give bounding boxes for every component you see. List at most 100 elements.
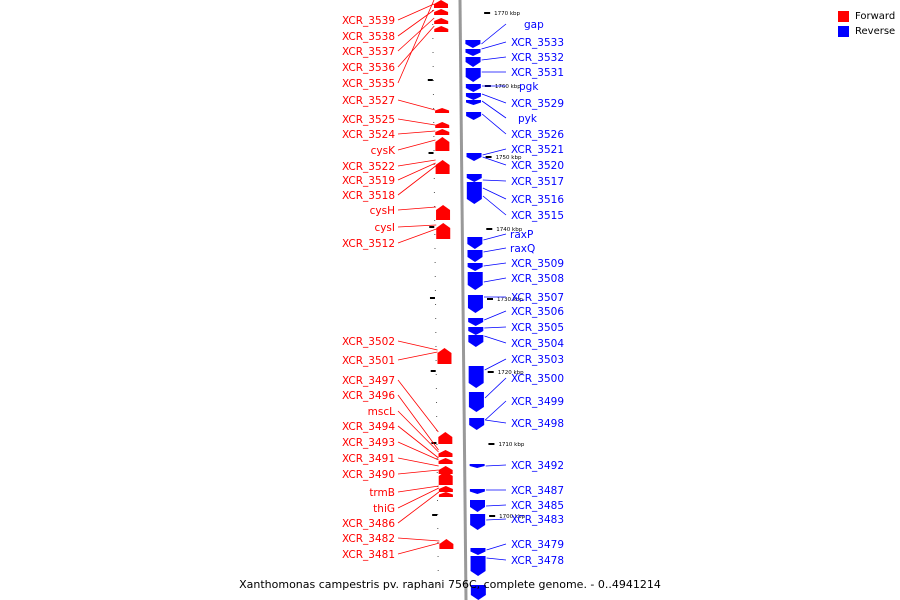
- reverse-leader-line: [485, 419, 507, 424]
- minor-tick: [437, 584, 439, 585]
- figure-caption: Xanthomonas campestris pv. raphani 756C,…: [239, 578, 661, 591]
- minor-tick: [432, 24, 434, 25]
- forward-gene-label: cysI: [374, 222, 395, 234]
- forward-gene-label: XCR_3493: [342, 437, 395, 449]
- forward-leader-line: [397, 425, 439, 459]
- reverse-leader-line: [484, 310, 507, 321]
- reverse-gene-arrow: [466, 174, 482, 182]
- reverse-leader-line: [486, 518, 507, 521]
- minor-tick: [433, 136, 435, 137]
- forward-gene-label: XCR_3491: [342, 453, 395, 465]
- reverse-gene-arrow: [465, 57, 481, 67]
- reverse-gene-arrow: [470, 514, 486, 530]
- scale-tick-label: 1700 kbp: [499, 514, 525, 520]
- reverse-gene-arrow: [470, 556, 486, 576]
- forward-leader-line: [397, 3, 435, 21]
- reverse-leader-line: [482, 195, 507, 216]
- reverse-gene-arrow: [465, 40, 481, 48]
- minor-tick: [434, 234, 436, 235]
- forward-leader-line: [397, 228, 437, 244]
- forward-leader-line: [397, 457, 439, 467]
- reverse-gene-label: XCR_3529: [511, 98, 564, 110]
- reverse-gene-label: XCR_3533: [511, 37, 564, 49]
- minor-tick: [432, 52, 434, 53]
- minor-tick: [436, 458, 438, 459]
- minor-tick: [434, 220, 436, 221]
- reverse-gene-label: XCR_3478: [511, 555, 564, 567]
- reverse-gene-arrow: [467, 250, 483, 262]
- forward-leader-line: [397, 394, 439, 451]
- forward-leader-line: [397, 165, 436, 196]
- reverse-leader-line: [484, 377, 507, 399]
- forward-gene-arrow: [439, 539, 454, 549]
- reverse-gene-label: XCR_3506: [511, 306, 564, 318]
- reverse-swatch: [838, 26, 849, 37]
- reverse-gene-arrow: [467, 272, 483, 290]
- reverse-gene-label: XCR_3516: [511, 194, 564, 206]
- reverse-leader-line: [485, 464, 507, 467]
- reverse-gene-label: pgk: [519, 81, 539, 93]
- forward-leader-line: [397, 441, 439, 461]
- reverse-leader-line: [482, 156, 507, 166]
- reverse-leader-line: [483, 277, 507, 283]
- forward-gene-arrow: [435, 108, 450, 113]
- reverse-gene-arrow: [467, 295, 483, 313]
- minor-tick: [435, 318, 437, 319]
- minor-tick: [432, 80, 434, 81]
- minor-tick: [433, 108, 435, 109]
- minor-tick: [436, 416, 438, 417]
- reverse-gene-arrow: [469, 418, 485, 430]
- reverse-gene-arrow: [469, 489, 485, 494]
- forward-gene-arrow: [435, 137, 450, 151]
- reverse-gene-label: XCR_3531: [511, 67, 564, 79]
- forward-gene-label: mscL: [368, 406, 395, 418]
- reverse-gene-arrow: [468, 327, 484, 335]
- reverse-gene-label: XCR_3499: [511, 396, 564, 408]
- legend-reverse-label: Reverse: [855, 26, 896, 37]
- scale-tick-label: 1770 kbp: [494, 11, 520, 17]
- reverse-gene-arrow: [465, 84, 481, 92]
- reverse-leader-line: [484, 358, 507, 371]
- minor-tick: [435, 304, 437, 305]
- minor-tick: [435, 374, 437, 375]
- forward-gene-label: XCR_3512: [342, 238, 395, 250]
- forward-leader-line: [397, 379, 439, 433]
- reverse-leader-line: [481, 41, 507, 50]
- reverse-gene-label: XCR_3485: [511, 500, 564, 512]
- reverse-leader-line: [481, 23, 507, 45]
- legend-forward: Forward: [838, 9, 895, 24]
- reverse-gene-label: raxQ: [510, 243, 535, 255]
- forward-gene-arrow: [438, 432, 453, 444]
- minor-tick: [434, 290, 436, 291]
- forward-gene-label: XCR_3527: [342, 95, 395, 107]
- minor-tick: [433, 164, 435, 165]
- reverse-gene-label: XCR_3508: [511, 273, 564, 285]
- reverse-gene-label: XCR_3517: [511, 176, 564, 188]
- reverse-gene-label: XCR_3507: [511, 292, 564, 304]
- forward-gene-arrow: [438, 466, 453, 474]
- reverse-gene-arrow: [470, 500, 485, 512]
- reverse-gene-label: XCR_3504: [511, 338, 564, 350]
- leader-layer: [397, 0, 507, 561]
- forward-leader-line: [397, 162, 436, 181]
- legend-forward-label: Forward: [855, 11, 896, 22]
- minor-tick: [432, 94, 434, 95]
- reverse-gene-arrow: [467, 263, 483, 271]
- reverse-gene-arrow: [470, 548, 486, 555]
- forward-gene-label: XCR_3539: [342, 15, 395, 27]
- forward-gene-arrow: [436, 223, 451, 239]
- minor-tick: [432, 38, 434, 39]
- forward-gene-arrow: [435, 160, 450, 174]
- forward-gene-label: trmB: [369, 487, 395, 499]
- scale-tick-label: 1710 kbp: [498, 442, 524, 448]
- gene-layer: [434, 0, 486, 600]
- reverse-leader-line: [484, 335, 507, 344]
- forward-leader-line: [397, 206, 437, 211]
- reverse-leader-line: [483, 247, 507, 253]
- forward-leader-line: [397, 118, 436, 126]
- reverse-gene-arrow: [468, 392, 484, 412]
- reverse-gene-arrow: [467, 237, 483, 249]
- minor-tick: [433, 150, 435, 151]
- label-layer: XCR_3539 XCR_3538 XCR_3537 XCR_3536 XCR_3535…: [342, 15, 564, 567]
- scale-tick-label: 1760 kbp: [495, 84, 521, 90]
